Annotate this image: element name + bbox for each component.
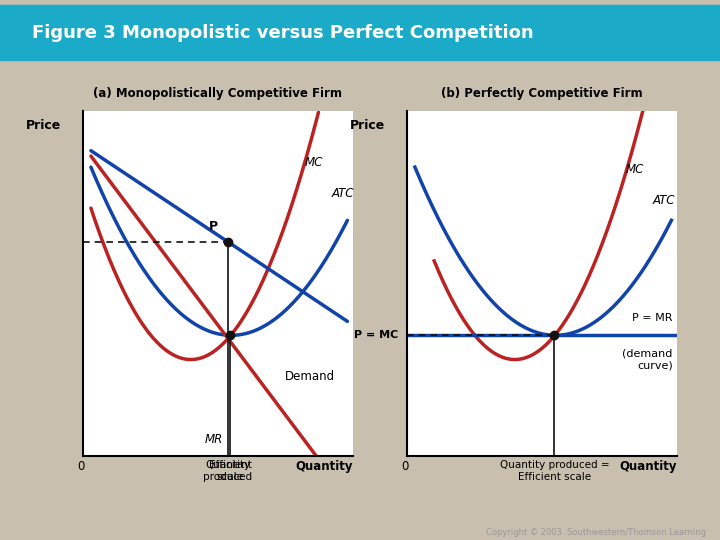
Text: Copyright © 2003  Southwestern/Thomson Learning: Copyright © 2003 Southwestern/Thomson Le… [485, 528, 706, 537]
Text: Demand: Demand [285, 370, 336, 383]
Text: MC: MC [304, 156, 323, 169]
Text: MC: MC [626, 163, 644, 176]
Text: P = MC: P = MC [354, 330, 399, 340]
Text: Quantity produced =
Efficient scale: Quantity produced = Efficient scale [500, 460, 609, 482]
Text: 0: 0 [401, 460, 408, 473]
Text: (demand
curve): (demand curve) [622, 349, 672, 370]
Text: P: P [210, 220, 218, 233]
Text: P = MR: P = MR [632, 313, 672, 323]
Text: Efficient
scale: Efficient scale [209, 460, 252, 482]
FancyBboxPatch shape [0, 5, 720, 60]
Text: (b) Perfectly Competitive Firm: (b) Perfectly Competitive Firm [441, 87, 642, 100]
Text: (a) Monopolistically Competitive Firm: (a) Monopolistically Competitive Firm [93, 87, 342, 100]
Text: MR: MR [204, 433, 222, 446]
Text: Quantity: Quantity [295, 460, 353, 473]
Text: ATC: ATC [652, 194, 675, 207]
Text: Price: Price [26, 119, 61, 132]
Text: Quantity
produced: Quantity produced [203, 460, 253, 482]
Text: Price: Price [350, 119, 385, 132]
Text: 0: 0 [77, 460, 84, 473]
Text: ATC: ATC [331, 187, 354, 200]
Text: Figure 3 Monopolistic versus Perfect Competition: Figure 3 Monopolistic versus Perfect Com… [32, 24, 534, 42]
Text: Quantity: Quantity [619, 460, 677, 473]
